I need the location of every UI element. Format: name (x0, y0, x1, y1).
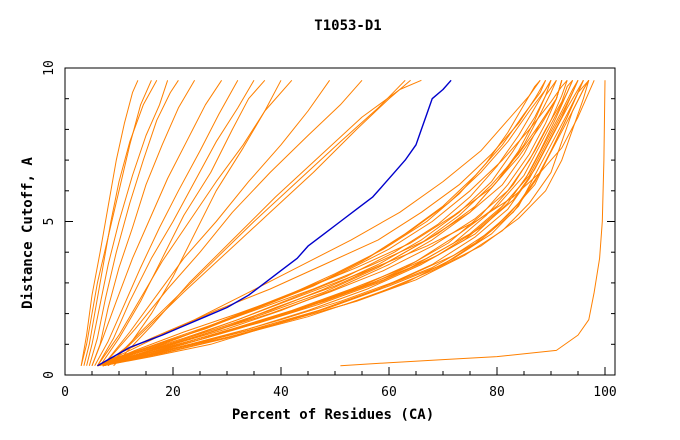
series-line-38 (97, 80, 563, 367)
series-line-37 (97, 80, 584, 367)
chart-title: T1053-D1 (314, 18, 381, 34)
highlight-series-line (97, 79, 452, 367)
series-line-30 (102, 80, 590, 367)
series-line-13 (107, 79, 406, 367)
series-line-31 (97, 80, 552, 367)
series-line-9 (96, 80, 255, 367)
series-line-6 (91, 80, 196, 366)
series-line-23 (97, 80, 557, 367)
series-line-2 (83, 80, 158, 366)
series-line-47 (340, 80, 606, 367)
series-line-10 (96, 80, 282, 367)
y-tick-label: 5 (42, 218, 57, 226)
x-tick-label: 40 (273, 385, 289, 400)
series-line-39 (102, 79, 568, 367)
x-tick-label: 20 (165, 385, 181, 400)
series-line-7 (91, 80, 223, 366)
series-line-8 (94, 80, 239, 367)
series-line-28 (97, 80, 584, 367)
series-line-40 (97, 80, 547, 367)
series-line-11 (102, 80, 331, 367)
series-layer (80, 79, 606, 367)
x-tick-label: 80 (489, 385, 505, 400)
x-tick-label: 60 (381, 385, 397, 400)
axes-layer: 0 20 40 60 80 100 0 5 10 (42, 60, 617, 400)
series-line-43 (97, 80, 563, 367)
plot-frame (64, 67, 616, 376)
series-line-42 (97, 80, 574, 367)
series-line-45 (97, 80, 595, 367)
series-line-4 (88, 80, 179, 366)
series-line-3 (86, 80, 169, 366)
series-line-12 (102, 79, 363, 367)
series-line-24 (102, 80, 584, 367)
y-tick-label: 10 (42, 60, 57, 76)
series-line-41 (102, 80, 590, 367)
series-line-19 (97, 80, 568, 367)
series-line-44 (102, 80, 590, 367)
series-line-18 (97, 80, 557, 367)
y-tick-label: 0 (42, 371, 57, 379)
series-line-36 (102, 79, 590, 367)
series-line-16 (107, 79, 411, 367)
x-tick-label: 100 (593, 385, 616, 400)
x-axis-label: Percent of Residues (CA) (232, 407, 434, 423)
series-line-15 (99, 79, 266, 367)
series-line-46 (97, 80, 541, 367)
series-line-22 (102, 80, 579, 367)
series-line-32 (97, 79, 541, 367)
x-tick-label: 0 (61, 385, 69, 400)
series-line-5 (80, 80, 139, 366)
series-line-17 (113, 79, 422, 367)
series-line-14 (102, 79, 293, 367)
y-axis-label: Distance Cutoff, A (20, 157, 36, 309)
